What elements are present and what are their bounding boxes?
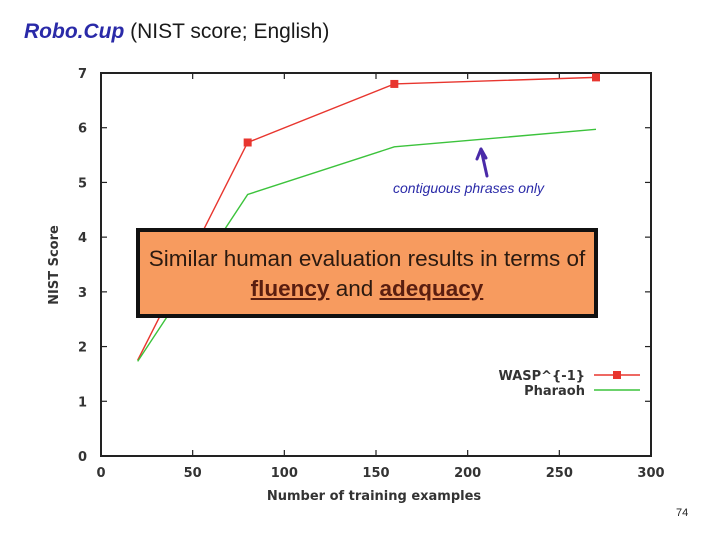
x-tick-label: 0 <box>96 466 105 481</box>
x-tick-label: 200 <box>454 466 481 481</box>
legend-label: Pharaoh <box>524 384 585 399</box>
y-tick-label: 0 <box>78 450 87 465</box>
data-point <box>390 79 399 88</box>
y-tick-label: 5 <box>78 176 87 191</box>
x-tick-label: 150 <box>362 466 389 481</box>
data-point <box>592 73 600 82</box>
y-tick-label: 1 <box>78 395 87 410</box>
callout-box: Similar human evaluation results in term… <box>136 228 598 318</box>
annotation-arrow <box>475 147 489 178</box>
title-brand: Robo.Cup <box>24 20 125 43</box>
y-tick-label: 4 <box>78 231 87 246</box>
x-tick-label: 250 <box>546 466 573 481</box>
y-tick-label: 6 <box>78 122 87 137</box>
legend-label: WASP^{-1} <box>498 369 585 384</box>
y-tick-label: 2 <box>78 341 87 356</box>
x-tick-label: 100 <box>271 466 298 481</box>
x-tick-label: 300 <box>637 466 664 481</box>
x-axis-label: Number of training examples <box>267 489 482 504</box>
callout-word-adequacy: adequacy <box>379 276 484 301</box>
y-tick-label: 3 <box>78 286 87 301</box>
callout-text-mid: and <box>329 276 380 301</box>
callout-text-pre: Similar human evaluation results in term… <box>148 246 586 271</box>
x-tick-label: 50 <box>184 466 202 481</box>
page-number: 74 <box>676 507 689 519</box>
data-point <box>243 138 252 147</box>
slide-title: Robo.Cup (NIST score; English) <box>24 20 329 44</box>
annotation-contiguous-phrases: contiguous phrases only <box>393 180 544 196</box>
title-rest: (NIST score; English) <box>124 20 330 43</box>
callout-word-fluency: fluency <box>250 276 330 301</box>
y-axis-label: NIST Score <box>47 225 62 305</box>
y-tick-label: 7 <box>78 67 87 82</box>
legend-swatch-marker <box>613 371 621 379</box>
